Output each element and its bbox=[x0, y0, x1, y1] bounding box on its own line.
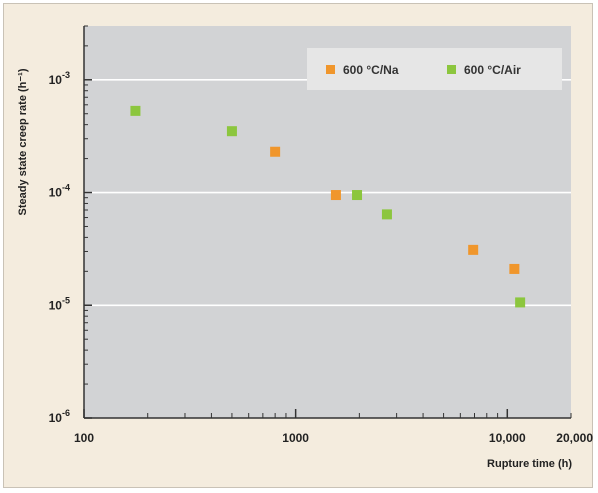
y-tick-label: 10-3 bbox=[49, 70, 70, 87]
x-tick-label: 10,000 bbox=[489, 431, 526, 445]
x-tick-label: 100 bbox=[74, 431, 94, 445]
y-tick-label: 10-4 bbox=[49, 183, 70, 200]
plot-area bbox=[84, 26, 571, 418]
legend: 600 °C/Na 600 °C/Air bbox=[307, 48, 562, 90]
data-points bbox=[130, 105, 526, 308]
x-tick-label: 20,000 bbox=[556, 431, 593, 445]
legend-box bbox=[307, 48, 562, 90]
tick-labels: 10-3 10-4 10-5 10-6 100 1000 10,000 20,000 bbox=[49, 70, 594, 445]
data-point-air bbox=[515, 297, 526, 308]
legend-marker-na bbox=[326, 65, 335, 74]
legend-marker-air bbox=[447, 65, 456, 74]
data-point-na bbox=[270, 146, 281, 157]
data-point-na bbox=[509, 263, 520, 274]
data-point-na bbox=[330, 190, 341, 201]
y-axis-title: Steady state creep rate (h⁻¹) bbox=[17, 68, 29, 215]
chart-frame: 10-3 10-4 10-5 10-6 100 1000 10,000 20,000 Stea… bbox=[3, 3, 593, 488]
x-tick-label: 1000 bbox=[282, 431, 309, 445]
axis-ticks bbox=[83, 25, 572, 419]
x-axis-title: Rupture time (h) bbox=[487, 458, 572, 470]
legend-label-na: 600 °C/Na bbox=[343, 63, 399, 77]
data-point-air bbox=[381, 209, 392, 220]
y-tick-label: 10-6 bbox=[49, 408, 70, 425]
data-point-air bbox=[226, 126, 237, 137]
legend-label-air: 600 °C/Air bbox=[464, 63, 521, 77]
data-point-na bbox=[468, 244, 479, 255]
y-tick-label: 10-5 bbox=[49, 295, 70, 312]
data-point-air bbox=[130, 105, 141, 116]
creep-rate-chart: 10-3 10-4 10-5 10-6 100 1000 10,000 20,000 Stea… bbox=[17, 25, 594, 470]
data-point-air bbox=[352, 190, 363, 201]
axes bbox=[83, 26, 571, 419]
